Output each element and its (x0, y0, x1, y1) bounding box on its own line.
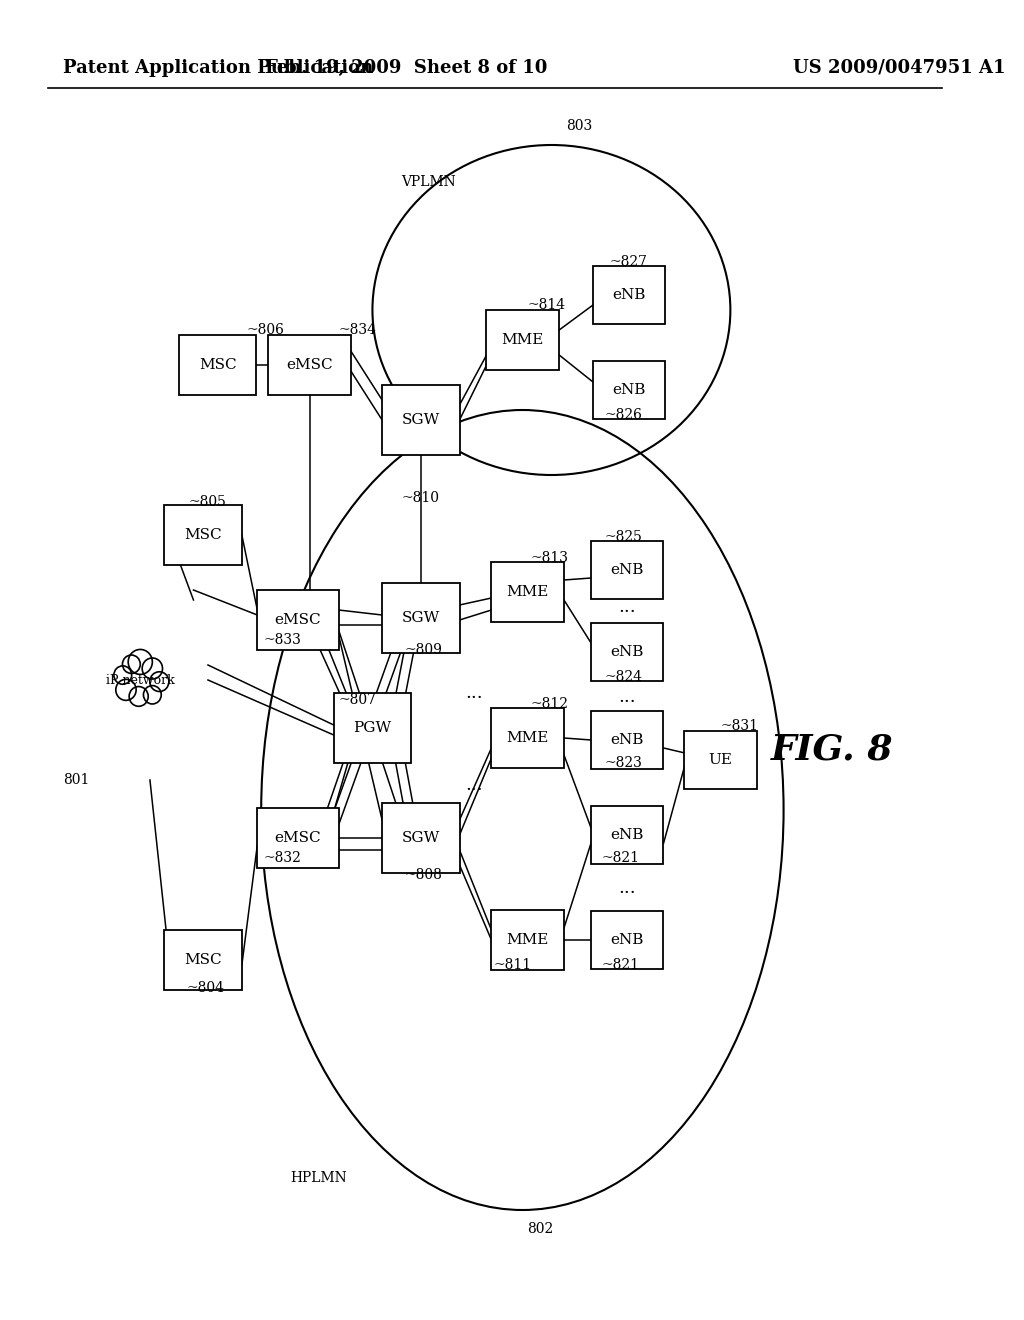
Text: eNB: eNB (610, 733, 643, 747)
Text: 803: 803 (566, 119, 592, 133)
FancyBboxPatch shape (490, 708, 563, 768)
FancyBboxPatch shape (179, 335, 256, 395)
Text: Patent Application Publication: Patent Application Publication (62, 59, 373, 77)
FancyBboxPatch shape (591, 623, 664, 681)
Circle shape (114, 665, 132, 684)
FancyBboxPatch shape (593, 267, 665, 323)
Text: 801: 801 (62, 774, 89, 787)
Text: ~823: ~823 (604, 756, 642, 770)
Text: eNB: eNB (610, 933, 643, 946)
Text: ...: ... (618, 879, 636, 898)
Text: SGW: SGW (401, 413, 440, 426)
Text: eMSC: eMSC (287, 358, 333, 372)
Text: ~811: ~811 (494, 958, 531, 972)
Circle shape (143, 685, 161, 704)
Text: eNB: eNB (610, 828, 643, 842)
Circle shape (116, 680, 136, 701)
Text: ~834: ~834 (339, 323, 377, 337)
Text: ~813: ~813 (530, 550, 568, 565)
Text: ...: ... (465, 776, 483, 795)
Text: ~810: ~810 (401, 491, 440, 506)
FancyBboxPatch shape (382, 385, 460, 455)
Text: ~827: ~827 (609, 255, 647, 269)
Circle shape (123, 655, 140, 673)
Text: ~806: ~806 (247, 323, 285, 337)
Circle shape (150, 672, 169, 692)
Text: ~826: ~826 (604, 408, 642, 422)
Text: iP network: iP network (105, 673, 175, 686)
Text: eNB: eNB (610, 645, 643, 659)
Text: ~821: ~821 (602, 958, 640, 972)
Text: ~809: ~809 (404, 643, 442, 657)
FancyBboxPatch shape (591, 711, 664, 770)
Text: eMSC: eMSC (274, 612, 322, 627)
Text: ~833: ~833 (263, 634, 301, 647)
Text: MME: MME (506, 933, 549, 946)
Circle shape (129, 686, 148, 706)
Text: ~832: ~832 (263, 851, 301, 865)
Text: ~807: ~807 (339, 693, 377, 708)
Text: ~804: ~804 (186, 981, 224, 995)
FancyBboxPatch shape (257, 808, 339, 869)
Text: ~812: ~812 (530, 697, 568, 711)
Text: ~814: ~814 (527, 298, 565, 312)
Text: SGW: SGW (401, 611, 440, 624)
Text: Feb. 19, 2009  Sheet 8 of 10: Feb. 19, 2009 Sheet 8 of 10 (265, 59, 548, 77)
Text: eNB: eNB (610, 564, 643, 577)
Text: ~825: ~825 (604, 531, 642, 544)
FancyBboxPatch shape (490, 909, 563, 970)
Text: eMSC: eMSC (274, 832, 322, 845)
Circle shape (128, 649, 153, 675)
Text: ...: ... (618, 688, 636, 706)
Text: SGW: SGW (401, 832, 440, 845)
Text: eNB: eNB (612, 383, 645, 397)
Text: ~805: ~805 (188, 495, 226, 510)
Text: MSC: MSC (184, 528, 222, 543)
Text: 802: 802 (527, 1222, 554, 1236)
FancyBboxPatch shape (591, 541, 664, 599)
FancyBboxPatch shape (334, 693, 412, 763)
FancyBboxPatch shape (165, 931, 242, 990)
Text: MME: MME (506, 585, 549, 599)
FancyBboxPatch shape (268, 335, 350, 395)
FancyBboxPatch shape (382, 583, 460, 653)
FancyBboxPatch shape (382, 803, 460, 873)
Text: US 2009/0047951 A1: US 2009/0047951 A1 (794, 59, 1006, 77)
Text: FIG. 8: FIG. 8 (771, 733, 893, 767)
Text: HPLMN: HPLMN (290, 1171, 347, 1185)
Text: PGW: PGW (353, 721, 391, 735)
Text: VPLMN: VPLMN (401, 176, 457, 189)
Text: ~808: ~808 (404, 869, 442, 882)
Text: MSC: MSC (184, 953, 222, 968)
FancyBboxPatch shape (490, 562, 563, 622)
FancyBboxPatch shape (486, 310, 559, 370)
FancyBboxPatch shape (591, 807, 664, 865)
Text: ~831: ~831 (721, 719, 759, 733)
Text: ...: ... (465, 684, 483, 702)
Text: ...: ... (618, 598, 636, 616)
Text: eNB: eNB (612, 288, 645, 302)
Text: MME: MME (506, 731, 549, 744)
FancyBboxPatch shape (593, 360, 665, 418)
Text: ~821: ~821 (602, 851, 640, 865)
Text: MSC: MSC (199, 358, 237, 372)
FancyBboxPatch shape (257, 590, 339, 649)
Text: MME: MME (501, 333, 544, 347)
FancyBboxPatch shape (591, 911, 664, 969)
Text: UE: UE (709, 752, 733, 767)
Circle shape (142, 657, 163, 678)
Text: ~824: ~824 (604, 671, 643, 684)
FancyBboxPatch shape (165, 506, 242, 565)
FancyBboxPatch shape (684, 731, 757, 789)
